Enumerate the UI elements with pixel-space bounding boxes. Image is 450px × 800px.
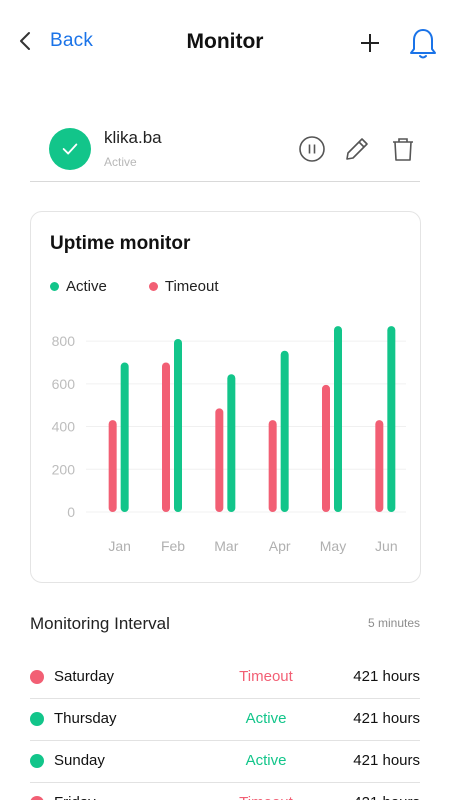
pause-icon — [299, 136, 325, 162]
x-tick-label: Apr — [269, 538, 291, 554]
x-tick-label: Mar — [214, 538, 238, 554]
x-tick-label: Jun — [375, 538, 398, 554]
list-item[interactable]: Saturday Timeout 421 hours — [30, 657, 420, 699]
interval-label: Monitoring Interval — [30, 614, 170, 633]
site-status: Active — [104, 155, 137, 169]
y-tick-label: 800 — [52, 333, 76, 349]
event-status: Active — [245, 752, 287, 769]
event-hours: 421 hours — [353, 668, 420, 685]
bar-timeout — [322, 384, 330, 512]
y-tick-label: 600 — [52, 376, 76, 392]
list-item[interactable]: Thursday Active 421 hours — [30, 699, 420, 741]
back-button[interactable]: Back — [18, 30, 93, 52]
bar-timeout — [215, 408, 224, 512]
site-name: klika.ba — [104, 128, 162, 147]
legend-label-active: Active — [66, 278, 107, 295]
x-tick-label: Jan — [108, 538, 131, 554]
chart-title: Uptime monitor — [50, 233, 191, 254]
notifications-button[interactable] — [408, 27, 438, 61]
bar-active — [174, 338, 182, 512]
legend-swatch-active — [50, 282, 59, 291]
status-dot — [30, 754, 44, 768]
event-hours: 421 hours — [353, 794, 420, 800]
event-day: Friday — [54, 794, 96, 800]
uptime-bar-chart: 0 200 400 600 800 Jan Feb Mar Apr May Jun — [52, 326, 406, 554]
bar-active — [120, 362, 129, 512]
bar-timeout — [268, 420, 277, 512]
x-tick-label: May — [320, 538, 346, 554]
plus-icon — [361, 34, 379, 52]
chevron-left-icon — [20, 32, 30, 50]
interval-value[interactable]: 5 minutes — [367, 616, 420, 630]
delete-button[interactable] — [389, 135, 417, 163]
legend-swatch-timeout — [148, 282, 158, 291]
status-dot — [30, 670, 44, 684]
list-item[interactable]: Sunday Active 421 hours — [30, 741, 420, 783]
page-title: Monitor — [186, 30, 264, 53]
event-hours: 421 hours — [353, 752, 420, 769]
event-status: Active — [245, 710, 287, 727]
y-tick-label: 0 — [67, 504, 75, 520]
monitored-site-row: klika.ba Active — [30, 120, 420, 182]
bar-active — [227, 374, 236, 512]
status-dot — [30, 712, 44, 726]
site-status-badge — [49, 128, 91, 170]
top-navigation-bar: Back Monitor — [0, 0, 450, 90]
uptime-chart-card: Uptime monitor Active Timeout 0 200 400 600… — [30, 211, 421, 583]
edit-button[interactable] — [343, 135, 371, 163]
event-hours: 421 hours — [353, 710, 420, 727]
event-list: Saturday Timeout 421 hours Thursday Active 42… — [30, 657, 420, 800]
event-status: Timeout — [216, 794, 316, 800]
list-item[interactable]: Friday Timeout 421 hours — [30, 783, 420, 800]
bar-timeout — [108, 420, 117, 512]
bar-timeout — [162, 362, 170, 512]
legend-label-timeout: Timeout — [164, 278, 219, 295]
bar-active — [387, 326, 396, 512]
chart-legend: Active Timeout — [50, 278, 261, 295]
event-day: Saturday — [54, 668, 115, 685]
bell-icon — [410, 29, 436, 59]
bar-active — [280, 350, 289, 512]
add-button[interactable] — [358, 31, 382, 55]
back-label: Back — [50, 30, 94, 51]
x-tick-label: Feb — [161, 538, 185, 554]
y-tick-label: 400 — [52, 419, 76, 435]
event-day: Thursday — [54, 710, 117, 727]
legend-item-timeout: Timeout — [148, 278, 219, 295]
y-tick-label: 200 — [52, 461, 76, 477]
event-day: Sunday — [54, 752, 105, 769]
check-icon — [62, 143, 78, 155]
status-dot — [30, 796, 44, 800]
bar-timeout — [375, 420, 384, 512]
event-status: Timeout — [239, 668, 293, 685]
legend-item-active: Active — [50, 278, 107, 295]
bar-active — [334, 326, 342, 512]
pause-button[interactable] — [298, 135, 326, 163]
trash-icon — [393, 138, 413, 161]
pencil-icon — [346, 138, 368, 160]
